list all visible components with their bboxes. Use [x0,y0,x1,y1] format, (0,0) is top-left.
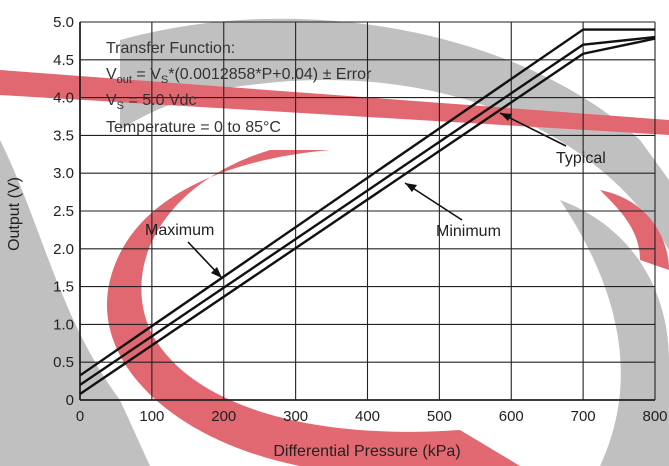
x-tick-label: 700 [571,408,596,425]
arrowhead-minimum [405,183,417,192]
y-tick-label: 3.5 [53,127,74,144]
y-tick-label: 1.5 [53,279,74,296]
watermark-red-right [600,190,669,270]
series-line-minimum [79,37,656,395]
label-typical: Typical [556,150,606,167]
x-tick-labels: 0 100 200 300 400 500 600 700 800 [76,408,668,425]
annotation-typical: Typical [499,112,606,167]
supply-voltage-text: VS = 5.0 Vdc [106,92,197,112]
temperature-range-text: Temperature = 0 to 85°C [106,119,281,136]
arrowhead-maximum [211,267,222,278]
arrow-typical [499,112,567,147]
y-tick-label: 0 [66,392,74,409]
label-maximum: Maximum [145,222,214,239]
watermark-logo [0,18,669,466]
transfer-function-heading: Transfer Function: [106,40,235,57]
x-tick-label: 300 [283,408,308,425]
watermark-red-band-top [0,70,669,135]
x-tick-label: 800 [642,408,667,425]
annotation-maximum: Maximum [145,222,223,279]
transfer-function-equation: Vout = VS*(0.0012858*P+0.04) ± Error [106,66,372,86]
annotation-minimum: Minimum [404,182,501,240]
x-tick-label: 0 [76,408,84,425]
watermark-gray-swoosh [120,18,669,251]
y-axis-title: Output (V) [6,177,23,251]
series-lines [79,28,656,395]
transfer-function-block: Transfer Function: Vout = VS*(0.0012858*… [106,40,372,136]
watermark-gray-left [0,140,150,466]
arrowhead-typical [500,113,512,121]
watermark-red-swoosh [106,150,520,466]
y-tick-labels: 0 0.5 1.0 1.5 2.0 2.5 3.0 3.5 4.0 4.5 5.0 [53,14,74,409]
series-line-maximum [79,28,655,377]
y-tick-label: 0.5 [53,354,74,371]
y-tick-label: 2.0 [53,241,74,258]
arrow-minimum [404,182,463,221]
y-tick-label: 3.0 [53,165,74,182]
y-tick-label: 4.0 [53,90,74,107]
y-tick-label: 2.5 [53,203,74,220]
y-tick-label: 5.0 [53,14,74,31]
x-tick-label: 400 [355,408,380,425]
y-tick-label: 1.0 [53,316,74,333]
x-tick-label: 500 [427,408,452,425]
x-tick-label: 200 [211,408,236,425]
series-line-typical [79,35,656,386]
y-tick-label: 4.5 [53,52,74,69]
x-tick-label: 100 [139,408,164,425]
x-axis-title: Differential Pressure (kPa) [273,443,460,460]
x-tick-label: 600 [499,408,524,425]
label-minimum: Minimum [436,223,501,240]
